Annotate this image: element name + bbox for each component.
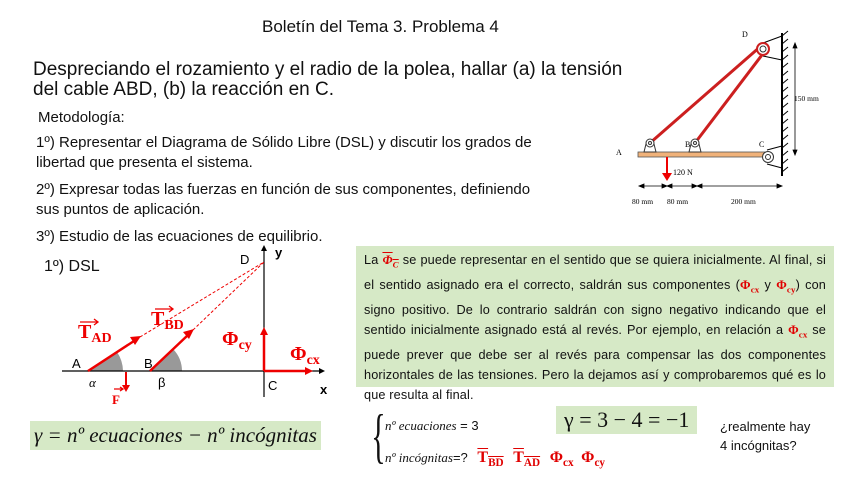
wall <box>762 30 789 176</box>
dim-80-2: 80 mm <box>667 197 688 206</box>
step2-line-2: sus puntos de aplicación. <box>36 201 205 218</box>
beam <box>637 151 769 158</box>
dsl-label-D: D <box>240 252 249 267</box>
alpha-label: α <box>89 375 97 390</box>
label-TBD: TBD <box>151 308 184 333</box>
phi-cx-symbol: Φcx <box>740 277 760 295</box>
dsl-label-B: B <box>144 356 153 371</box>
note-text: y <box>759 277 777 292</box>
load-arrow <box>662 157 672 181</box>
label-D: D <box>742 30 748 39</box>
equations-count: nº ecuaciones = 3 <box>385 418 479 433</box>
step1-line-1: 1º) Representar el Diagrama de Sólido Li… <box>36 134 532 151</box>
label-phi-cx: Φcx <box>290 343 320 368</box>
cable-AD <box>649 44 762 145</box>
phi-cx-symbol: Φcx <box>788 322 808 340</box>
dimension-lines <box>637 41 798 189</box>
slide-title: Boletín del Tema 3. Problema 4 <box>262 17 499 36</box>
support-A <box>643 138 657 153</box>
dsl-diagram <box>62 245 325 397</box>
note-text: se puede representar en el sentido que s… <box>364 253 826 292</box>
load-label: 120 N <box>673 168 693 177</box>
unknown-phi-cx: Φcx <box>549 449 574 470</box>
label-C: C <box>759 140 764 149</box>
pulley-D <box>756 42 770 56</box>
methodology-heading: Metodología: <box>38 109 125 126</box>
dim-150: 150 mm <box>794 94 819 103</box>
statement-line-1: Despreciando el rozamiento y el radio de… <box>33 59 623 80</box>
vector-phi-cx <box>264 367 313 375</box>
step2-line-1: 2º) Expresar todas las fuerzas en funció… <box>36 181 531 198</box>
brace: { <box>371 403 386 469</box>
statement-line-2: del cable ABD, (b) la reacción en C. <box>33 79 334 100</box>
dim-200: 200 mm <box>731 197 756 206</box>
axis-y-label: y <box>275 245 283 260</box>
pulley-C <box>762 151 774 163</box>
phi-cy-symbol: Φcy <box>776 277 796 295</box>
label-phi-cy: Φcy <box>222 328 252 353</box>
unknown-TAD: TAD <box>513 449 541 470</box>
step1-line-2: libertad que presenta el sistema. <box>36 154 253 171</box>
unknown-phi-cy: Φcy <box>581 449 605 470</box>
support-B <box>688 138 702 153</box>
label-TAD: TAD <box>78 321 112 346</box>
dim-80-1: 80 mm <box>632 197 653 206</box>
vector-phi-cy <box>260 327 268 371</box>
label-A: A <box>616 148 622 157</box>
note-text: ) con signo positivo. De lo contrario sa… <box>364 277 827 337</box>
phi-c-symbol: ΦC <box>382 253 399 270</box>
note-box: La ΦC se puede representar en el sentido… <box>356 246 834 402</box>
beta-label: β <box>158 375 165 390</box>
vector-TAD <box>87 336 141 373</box>
dsl-label-A: A <box>72 356 81 371</box>
question-line-2: 4 incógnitas? <box>720 438 797 453</box>
note-text: La <box>364 253 383 267</box>
label-B: B <box>685 140 690 149</box>
note-text: se puede prever que debe ser al revés pa… <box>364 322 827 403</box>
unknowns-count: nº incógnitas=? TBD TAD Φcx Φcy <box>385 449 605 470</box>
label-F: F <box>112 392 120 407</box>
question-line-1: ¿realmente hay <box>720 419 811 434</box>
step3: 3º) Estudio de las ecuaciones de equilib… <box>36 228 323 245</box>
dsl-heading: 1º) DSL <box>44 258 100 275</box>
vector-F <box>122 372 130 392</box>
angle-beta <box>150 349 182 371</box>
unknown-TBD: TBD <box>477 449 504 470</box>
result-box: γ = 3 − 4 = −1 <box>556 406 698 434</box>
cable-BD <box>693 50 767 144</box>
vector-TBD <box>149 329 194 372</box>
axis-x-label: x <box>320 382 328 397</box>
dsl-label-C: C <box>268 378 277 393</box>
formula-box: γ = nº ecuaciones − nº incógnitas <box>30 421 321 450</box>
